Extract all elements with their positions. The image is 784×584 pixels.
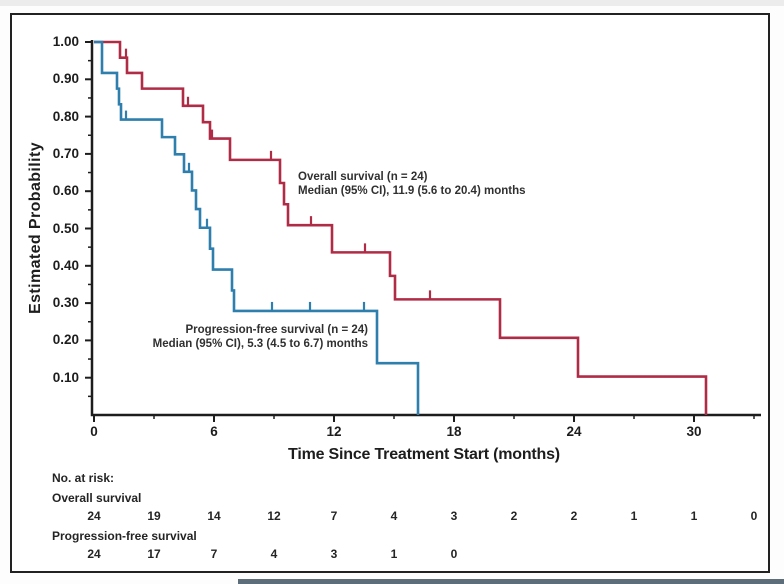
km-curve-overall-survival — [94, 40, 708, 415]
y-tick-label: 0.80 — [52, 108, 79, 124]
progression-free-annotation-line1: Progression-free survival (n = 24) — [185, 324, 368, 336]
y-tick-label: 0.30 — [52, 295, 79, 311]
bottom-bar — [238, 579, 784, 584]
x-tick-label: 30 — [686, 424, 702, 439]
km-curve-progression-free-survival — [94, 40, 420, 415]
x-tick-label: 18 — [446, 424, 462, 439]
risk-value: 14 — [207, 509, 221, 523]
risk-value: 7 — [210, 547, 218, 561]
risk-value: 1 — [390, 547, 398, 561]
risk-value: 3 — [330, 547, 338, 561]
risk-value: 1 — [630, 509, 638, 523]
y-tick-label: 0.70 — [52, 145, 79, 161]
risk-value: 4 — [390, 509, 398, 523]
x-axis-title: Time Since Treatment Start (months) — [288, 446, 560, 463]
y-tick-label: 1.00 — [52, 34, 79, 49]
top-strip — [0, 0, 784, 6]
risk-value: 1 — [690, 509, 698, 523]
y-tick-label: 0.90 — [52, 71, 79, 87]
risk-value: 24 — [87, 509, 101, 523]
overall-survival-annotation-line1: Overall survival (n = 24) — [298, 171, 428, 183]
y-axis-title: Estimated Probability — [27, 142, 44, 314]
progression-free-annotation-line2: Median (95% CI), 5.3 (4.5 to 6.7) months — [152, 338, 368, 350]
risk-value: 12 — [267, 509, 281, 523]
x-tick-label: 12 — [326, 424, 342, 439]
overall-survival-annotation: Overall survival (n = 24) Median (95% CI… — [298, 170, 526, 198]
y-tick-label: 0.10 — [52, 369, 79, 385]
risk-value: 24 — [87, 547, 101, 561]
risk-value: 3 — [450, 509, 458, 523]
risk-value: 17 — [147, 547, 161, 561]
risk-value: 0 — [450, 547, 458, 561]
risk-row-label-overall-survival: Overall survival — [52, 491, 142, 505]
y-tick-label: 0.50 — [52, 220, 79, 236]
risk-value: 19 — [147, 509, 161, 523]
x-tick-label: 0 — [90, 424, 98, 439]
y-tick-label: 0.40 — [52, 257, 79, 273]
axis-spines — [90, 40, 761, 417]
risk-value: 7 — [330, 509, 338, 523]
figure-border — [10, 13, 770, 573]
x-tick-label: 6 — [210, 424, 218, 439]
risk-row-label-progression-free: Progression-free survival — [52, 529, 197, 543]
risk-value: 0 — [750, 509, 758, 523]
risk-value: 4 — [270, 547, 278, 561]
overall-survival-annotation-line2: Median (95% CI), 11.9 (5.6 to 20.4) mont… — [298, 185, 526, 197]
y-tick-label: 0.60 — [52, 183, 79, 199]
x-tick-label: 24 — [566, 424, 582, 439]
progression-free-annotation: Progression-free survival (n = 24) Media… — [128, 323, 368, 351]
risk-table-header: No. at risk: — [52, 471, 115, 485]
y-tick-label: 0.20 — [52, 332, 79, 348]
risk-value: 2 — [570, 509, 578, 523]
risk-value: 2 — [510, 509, 518, 523]
